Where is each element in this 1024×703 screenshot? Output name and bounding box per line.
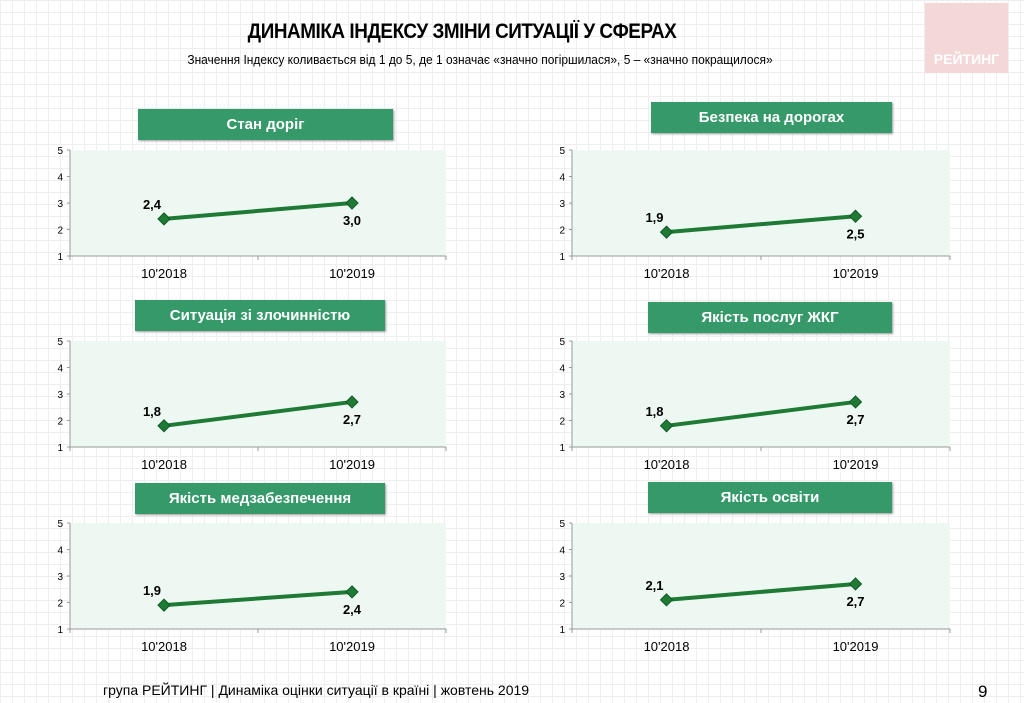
chart-title: Якість послуг ЖКГ bbox=[648, 302, 892, 333]
y-tick-label: 4 bbox=[57, 173, 63, 184]
plot-area bbox=[70, 341, 446, 447]
y-tick-label: 4 bbox=[559, 364, 565, 375]
data-point bbox=[848, 209, 863, 223]
series-line bbox=[666, 581, 856, 602]
chart-title: Якість медзабезпечення bbox=[135, 483, 385, 514]
data-point bbox=[345, 585, 359, 599]
data-point bbox=[157, 419, 171, 433]
x-tick-label: 10'2019 bbox=[329, 457, 375, 472]
series-line bbox=[163, 201, 353, 221]
y-tick-label: 2 bbox=[57, 599, 63, 610]
y-tick-label: 1 bbox=[559, 443, 565, 454]
y-tick-label: 1 bbox=[57, 443, 63, 454]
line-chart: 1 2 3 4 5 2,4 10'2018 3,0 10'2019 bbox=[57, 146, 447, 281]
y-tick-label: 3 bbox=[57, 572, 63, 583]
line-chart: 1 2 3 4 5 1,8 10'2018 2,7 10'2019 bbox=[559, 337, 951, 472]
x-tick-label: 10'2019 bbox=[329, 639, 375, 654]
plot-area bbox=[70, 523, 446, 629]
data-label: 2,7 bbox=[846, 412, 864, 427]
rating-logo: РЕЙТИНГ bbox=[925, 3, 1008, 73]
y-tick-label: 3 bbox=[559, 199, 565, 210]
data-label: 2,7 bbox=[846, 594, 864, 609]
plot-area bbox=[572, 523, 950, 629]
x-tick-label: 10'2018 bbox=[141, 457, 187, 472]
data-label: 1,9 bbox=[645, 210, 663, 225]
y-tick-label: 4 bbox=[559, 546, 565, 557]
y-tick-label: 4 bbox=[559, 173, 565, 184]
data-point bbox=[848, 395, 863, 409]
data-point bbox=[345, 395, 359, 409]
chart-title: Ситуація зі злочинністю bbox=[135, 300, 385, 331]
data-point bbox=[157, 598, 171, 612]
y-tick-label: 1 bbox=[559, 252, 565, 263]
line-chart: 1 2 3 4 5 1,9 10'2018 2,4 10'2019 bbox=[57, 519, 447, 654]
y-tick-label: 2 bbox=[559, 599, 565, 610]
y-tick-label: 1 bbox=[559, 625, 565, 636]
data-label: 2,1 bbox=[645, 578, 663, 593]
y-tick-label: 3 bbox=[57, 199, 63, 210]
data-point bbox=[848, 577, 863, 591]
x-tick-label: 10'2018 bbox=[644, 639, 690, 654]
page-number: 9 bbox=[978, 682, 988, 701]
series-line bbox=[163, 399, 353, 428]
y-tick-label: 5 bbox=[57, 146, 63, 157]
data-point bbox=[345, 196, 359, 210]
y-tick-label: 1 bbox=[57, 252, 63, 263]
series-line bbox=[666, 399, 856, 428]
y-tick-label: 3 bbox=[559, 390, 565, 401]
y-tick-label: 2 bbox=[559, 417, 565, 428]
y-tick-label: 2 bbox=[57, 417, 63, 428]
data-label: 1,8 bbox=[143, 404, 161, 419]
data-point bbox=[659, 593, 674, 607]
x-tick-label: 10'2018 bbox=[141, 639, 187, 654]
y-tick-label: 4 bbox=[57, 546, 63, 557]
plot-area bbox=[572, 150, 950, 256]
series-line bbox=[666, 214, 856, 235]
footer-text: група РЕЙТИНГ | Динаміка оцінки ситуації… bbox=[103, 682, 530, 698]
data-point bbox=[659, 225, 674, 239]
series-line bbox=[163, 589, 353, 608]
data-label: 2,4 bbox=[343, 602, 362, 617]
x-tick-label: 10'2018 bbox=[644, 266, 690, 281]
y-tick-label: 5 bbox=[57, 337, 63, 348]
y-tick-label: 2 bbox=[57, 226, 63, 237]
y-tick-label: 5 bbox=[559, 519, 565, 530]
y-tick-label: 1 bbox=[57, 625, 63, 636]
x-tick-label: 10'2018 bbox=[141, 266, 187, 281]
chart-title: Безпека на дорогах bbox=[651, 102, 892, 133]
x-tick-label: 10'2019 bbox=[329, 266, 375, 281]
plot-area bbox=[572, 341, 950, 447]
page-subtitle: Значення Індексу коливається від 1 до 5,… bbox=[187, 52, 773, 67]
page-title: ДИНАМІКА ІНДЕКСУ ЗМІНИ СИТУАЦІЇ У СФЕРАХ bbox=[247, 20, 677, 43]
x-tick-label: 10'2018 bbox=[644, 457, 690, 472]
data-label: 1,9 bbox=[143, 583, 161, 598]
y-tick-label: 3 bbox=[57, 390, 63, 401]
y-tick-label: 5 bbox=[559, 146, 565, 157]
data-label: 2,4 bbox=[143, 197, 162, 212]
data-point bbox=[659, 419, 674, 433]
y-tick-label: 5 bbox=[559, 337, 565, 348]
logo-text: РЕЙТИНГ bbox=[933, 51, 1000, 67]
data-label: 2,7 bbox=[343, 412, 361, 427]
line-chart: 1 2 3 4 5 1,9 10'2018 2,5 10'2019 bbox=[559, 146, 951, 281]
data-label: 2,5 bbox=[846, 226, 864, 241]
x-tick-label: 10'2019 bbox=[833, 266, 879, 281]
chart-title: Якість освіти bbox=[648, 482, 892, 513]
y-tick-label: 3 bbox=[559, 572, 565, 583]
y-tick-label: 4 bbox=[57, 364, 63, 375]
y-tick-label: 5 bbox=[57, 519, 63, 530]
data-label: 3,0 bbox=[343, 213, 361, 228]
data-point bbox=[157, 212, 171, 226]
x-tick-label: 10'2019 bbox=[833, 457, 879, 472]
y-tick-label: 2 bbox=[559, 226, 565, 237]
line-chart: 1 2 3 4 5 2,1 10'2018 2,7 10'2019 bbox=[559, 519, 951, 654]
plot-area bbox=[70, 150, 446, 256]
data-label: 1,8 bbox=[645, 404, 663, 419]
x-tick-label: 10'2019 bbox=[833, 639, 879, 654]
line-chart: 1 2 3 4 5 1,8 10'2018 2,7 10'2019 bbox=[57, 337, 447, 472]
chart-title: Стан доріг bbox=[138, 109, 393, 140]
